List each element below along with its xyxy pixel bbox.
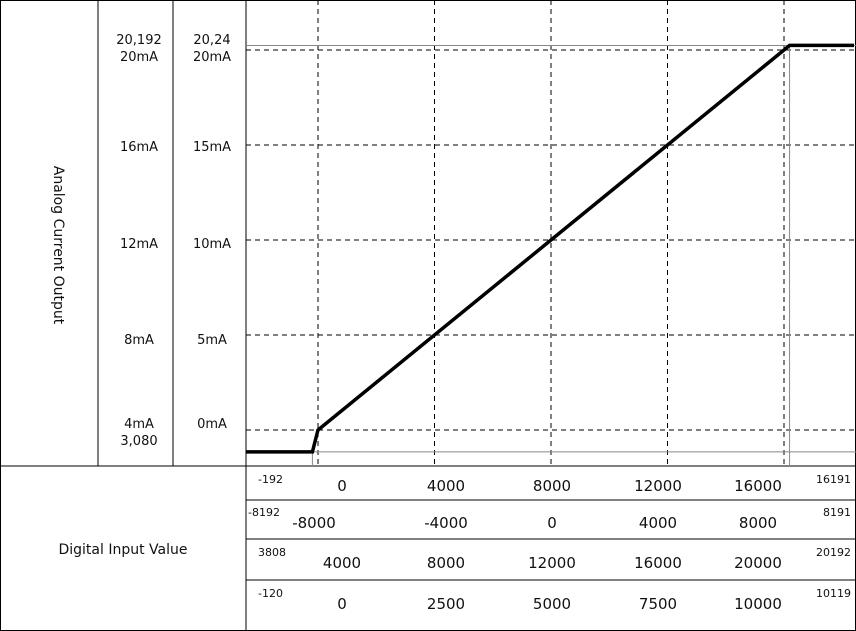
input-scale-value: 0 <box>337 595 347 613</box>
input-scale-start: 3808 <box>258 546 286 559</box>
output-scale-1-label: 20mA <box>120 50 158 65</box>
input-scale-value: 4000 <box>323 554 361 572</box>
input-scale-value: 0 <box>337 477 347 495</box>
x-axis-title: Digital Input Value <box>58 542 187 558</box>
output-scale-2-label: 15mA <box>193 140 231 155</box>
output-scale-2-top: 20,24 <box>193 33 230 48</box>
y-axis-title: Analog Current Output <box>50 166 66 325</box>
input-scale-value: 10000 <box>734 595 782 613</box>
input-scale-value: 4000 <box>427 477 465 495</box>
transfer-line <box>246 43 854 454</box>
input-scale-row-2: -8192 -8000 -4000 0 4000 8000 8191 <box>248 506 851 532</box>
output-scale-1: 20,192 20mA 16mA 12mA 8mA 4mA 3,080 <box>116 33 162 449</box>
input-scale-value: 4000 <box>639 514 677 532</box>
output-scale-1-label: 16mA <box>120 140 158 155</box>
input-scale-end: 16191 <box>816 473 851 486</box>
input-scale-start: -8192 <box>248 506 280 519</box>
input-scale-value: 5000 <box>533 595 571 613</box>
input-scale-start: -192 <box>258 473 283 486</box>
limit-lines <box>246 44 856 466</box>
input-scale-row-4: -120 0 2500 5000 7500 10000 10119 <box>258 587 851 613</box>
input-scale-value: 16000 <box>734 477 782 495</box>
output-scale-2-label: 20mA <box>193 50 231 65</box>
input-scale-end: 8191 <box>823 506 851 519</box>
output-scale-1-top: 20,192 <box>116 33 162 48</box>
output-scale-1-label: 12mA <box>120 237 158 252</box>
input-scale-value: 12000 <box>634 477 682 495</box>
output-scale-2-label: 10mA <box>193 237 231 252</box>
input-scale-value: 7500 <box>639 595 677 613</box>
input-scale-row-1: -192 0 4000 8000 12000 16000 16191 <box>258 473 851 495</box>
input-scale-value: -8000 <box>292 514 336 532</box>
input-scale-row-3: 3808 4000 8000 12000 16000 20000 20192 <box>258 546 851 572</box>
input-scale-value: 12000 <box>528 554 576 572</box>
input-scale-value: 8000 <box>739 514 777 532</box>
input-scale-value: -4000 <box>424 514 468 532</box>
output-scale-2-label: 0mA <box>197 417 227 432</box>
input-scale-end: 20192 <box>816 546 851 559</box>
input-scale-start: -120 <box>258 587 283 600</box>
input-scale-value: 2500 <box>427 595 465 613</box>
input-scale-value: 8000 <box>533 477 571 495</box>
input-scale-value: 8000 <box>427 554 465 572</box>
output-scale-1-bottom: 3,080 <box>120 434 157 449</box>
output-scale-2-label: 5mA <box>197 333 227 348</box>
input-scale-value: 20000 <box>734 554 782 572</box>
output-scale-2: 20,24 20mA 15mA 10mA 5mA 0mA <box>193 33 231 432</box>
input-scale-value: 0 <box>547 514 557 532</box>
input-scale-value: 16000 <box>634 554 682 572</box>
grid-lines <box>246 0 856 466</box>
input-scale-end: 10119 <box>816 587 851 600</box>
output-scale-1-label: 4mA <box>124 417 154 432</box>
output-scale-1-label: 8mA <box>124 333 154 348</box>
